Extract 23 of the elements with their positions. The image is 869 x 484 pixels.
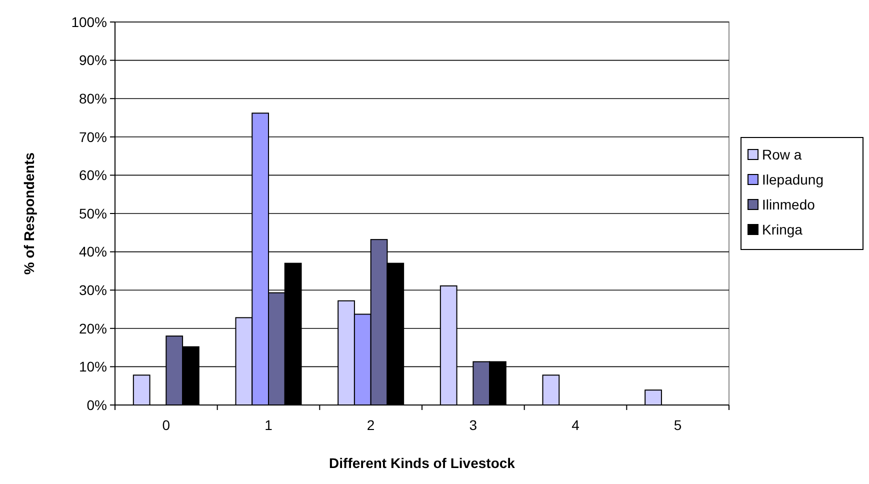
y-tick-label: 100% <box>71 14 107 30</box>
x-tick-label: 2 <box>366 417 375 433</box>
x-tick-label: 3 <box>469 417 478 433</box>
y-tick-label: 40% <box>78 244 107 260</box>
y-tick-label: 80% <box>78 90 107 106</box>
y-tick-label: 70% <box>78 128 107 145</box>
y-tick-label: 20% <box>78 320 107 336</box>
x-tick-label: 0 <box>162 417 170 433</box>
y-tick-label: 10% <box>78 358 107 375</box>
legend-label: Kringa <box>762 221 803 238</box>
x-tick-label: 5 <box>674 417 682 433</box>
legend-label: Ilepadung <box>762 171 824 188</box>
y-tick-label: 30% <box>78 282 107 298</box>
y-tick-label: 90% <box>78 52 107 68</box>
x-tick-label: 4 <box>572 417 580 433</box>
x-axis-title: Different Kinds of Livestock <box>329 455 516 471</box>
legend-label: Ilinmedo <box>762 196 816 212</box>
x-tick-label: 1 <box>264 417 273 433</box>
y-tick-label: 60% <box>78 167 107 184</box>
y-tick-label: 50% <box>78 205 107 222</box>
y-tick-label: 0% <box>86 396 107 413</box>
legend-label: Row a <box>762 146 802 162</box>
y-axis-title: % of Respondents <box>21 152 37 275</box>
